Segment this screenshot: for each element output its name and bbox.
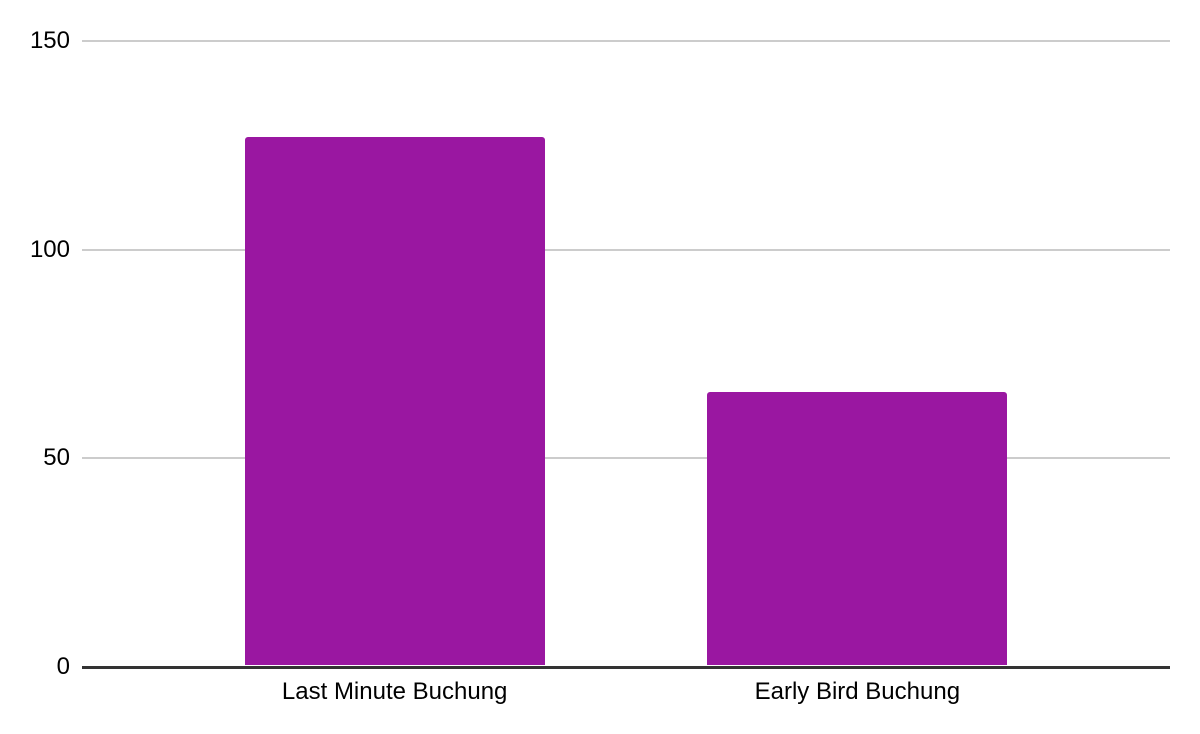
gridline-y-50 — [82, 457, 1170, 460]
gridline-y-150 — [82, 40, 1170, 42]
y-axis-tick-label-150: 150 — [29, 27, 70, 54]
x-axis-category-label-early-bird-buchung: Early Bird Buchung — [754, 678, 961, 705]
x-axis-category-label-last-minute-buchung: Last Minute Buchung — [281, 678, 508, 705]
y-axis-tick-label-100: 100 — [29, 235, 70, 263]
bar-last-minute-buchung — [244, 136, 545, 666]
y-axis-tick-label-50: 50 — [43, 444, 70, 472]
bar-early-bird-buchung — [707, 391, 1008, 666]
x-axis-line — [82, 665, 1170, 669]
gridline-y-100 — [82, 248, 1170, 251]
y-axis-tick-label-0: 0 — [56, 653, 70, 680]
